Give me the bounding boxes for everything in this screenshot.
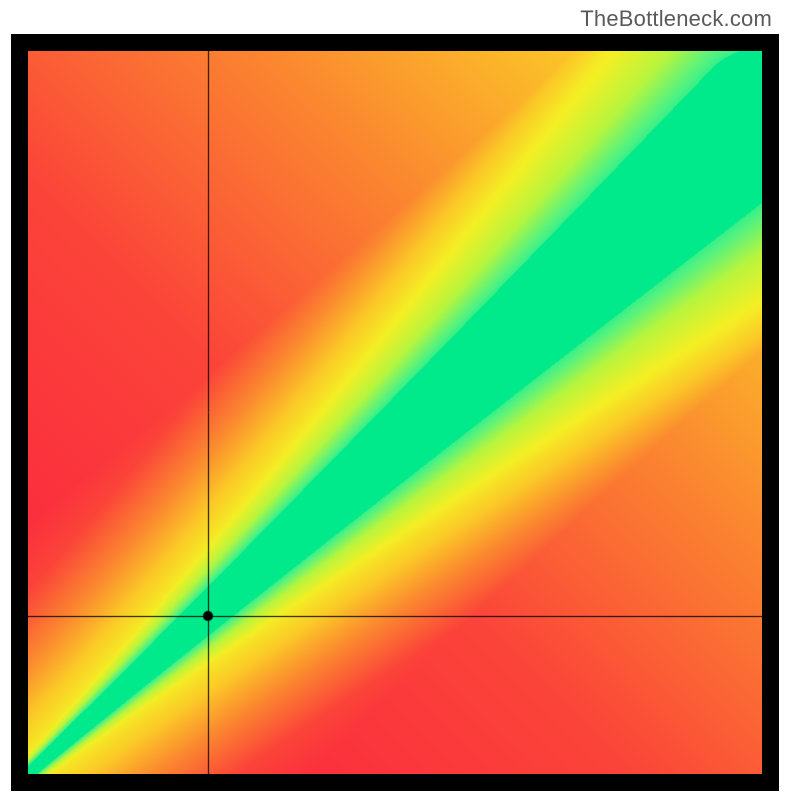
- chart-container: TheBottleneck.com: [0, 0, 800, 800]
- frame-top: [11, 34, 779, 51]
- frame-bottom: [11, 774, 779, 791]
- frame-right: [762, 34, 779, 791]
- watermark-text: TheBottleneck.com: [580, 6, 772, 32]
- heatmap-canvas: [28, 51, 762, 774]
- frame-left: [11, 34, 28, 791]
